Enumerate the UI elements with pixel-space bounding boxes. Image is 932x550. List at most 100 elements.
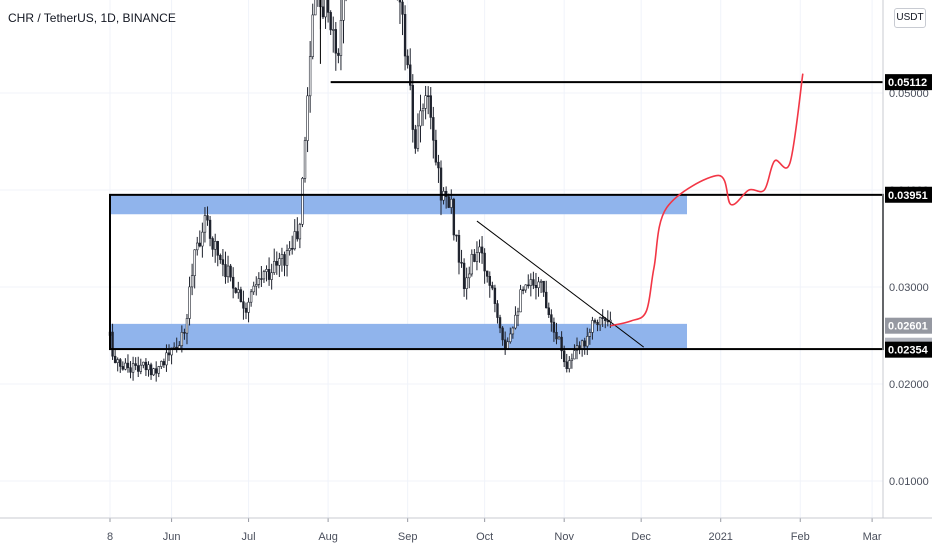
candle bbox=[170, 347, 173, 365]
candle-body bbox=[144, 361, 148, 371]
candle-body bbox=[424, 95, 427, 109]
candle bbox=[193, 249, 196, 289]
candle-body bbox=[301, 177, 304, 225]
y-tick-label: 0.05000 bbox=[889, 88, 929, 100]
candle bbox=[290, 235, 294, 255]
candle-body bbox=[519, 289, 522, 313]
candle bbox=[224, 251, 227, 284]
candle-body bbox=[221, 259, 225, 265]
candle-body bbox=[555, 331, 558, 340]
candle bbox=[234, 287, 237, 294]
candle bbox=[306, 87, 309, 153]
price-label-text: 0.02601 bbox=[888, 321, 928, 333]
candle-body bbox=[314, 0, 317, 16]
candle-body bbox=[249, 291, 253, 303]
candle-body bbox=[244, 307, 248, 313]
candle bbox=[488, 271, 491, 298]
candle-body bbox=[516, 311, 520, 316]
candle-body bbox=[532, 279, 535, 286]
candle-body bbox=[488, 276, 491, 286]
candle bbox=[552, 317, 556, 342]
candle bbox=[185, 313, 189, 345]
candle-body bbox=[596, 321, 599, 326]
candle bbox=[152, 367, 155, 377]
candle-body bbox=[429, 95, 432, 118]
candle-body bbox=[321, 6, 325, 18]
candle-body bbox=[193, 249, 196, 276]
candle bbox=[511, 326, 515, 339]
candle-body bbox=[332, 29, 335, 31]
candle-body bbox=[326, 0, 330, 13]
candle-body bbox=[329, 12, 332, 31]
candle bbox=[534, 272, 538, 300]
currency-button[interactable]: USDT bbox=[894, 8, 926, 28]
candle bbox=[468, 266, 471, 289]
candle-body bbox=[285, 250, 289, 266]
price-label: 0.05112 bbox=[885, 74, 932, 91]
candle-body bbox=[552, 321, 556, 333]
candle-body bbox=[219, 254, 222, 260]
candle-body bbox=[573, 350, 576, 360]
candle-body bbox=[591, 320, 594, 333]
candle bbox=[345, 0, 347, 2]
candle bbox=[124, 358, 127, 371]
candle-body bbox=[167, 352, 171, 356]
candle bbox=[285, 244, 289, 277]
candle-body bbox=[493, 287, 497, 304]
candle-body bbox=[547, 307, 550, 315]
candle-body bbox=[434, 139, 438, 163]
candle-body bbox=[447, 196, 450, 208]
candle bbox=[527, 274, 530, 289]
candle-body bbox=[601, 317, 604, 319]
candle-body bbox=[460, 261, 463, 264]
candle bbox=[406, 49, 409, 69]
candle bbox=[414, 124, 417, 154]
candle-body bbox=[550, 314, 553, 323]
candle bbox=[206, 206, 209, 226]
candle-body bbox=[147, 364, 150, 371]
candle-body bbox=[545, 291, 548, 309]
candle bbox=[601, 309, 604, 328]
candle bbox=[545, 280, 548, 309]
candle-body bbox=[180, 332, 184, 347]
candle-body bbox=[142, 361, 145, 366]
candle-body bbox=[337, 52, 340, 56]
candle bbox=[157, 365, 160, 378]
candle-body bbox=[475, 252, 479, 262]
candle bbox=[560, 331, 563, 360]
candle-body bbox=[124, 362, 127, 370]
candle-body bbox=[501, 327, 504, 341]
candle-body bbox=[149, 364, 153, 376]
x-tick-label: 8 bbox=[107, 531, 113, 543]
candle-body bbox=[583, 340, 586, 347]
price-label: 0.03951 bbox=[885, 186, 932, 203]
candle-body bbox=[267, 269, 271, 280]
candle bbox=[452, 197, 456, 241]
candle bbox=[113, 349, 117, 364]
descending-trendline bbox=[476, 220, 645, 348]
candle bbox=[311, 3, 314, 60]
candle-body bbox=[162, 361, 166, 366]
price-label-text: 0.05112 bbox=[888, 77, 927, 89]
candle-body bbox=[247, 301, 250, 313]
candle-body bbox=[298, 224, 302, 240]
candle bbox=[460, 249, 463, 268]
candle bbox=[252, 281, 255, 295]
candle bbox=[203, 207, 207, 243]
candle-body bbox=[275, 261, 278, 266]
candle bbox=[301, 176, 304, 228]
candle bbox=[470, 249, 474, 277]
candle bbox=[273, 248, 276, 275]
candle bbox=[583, 337, 586, 355]
candle bbox=[480, 236, 484, 264]
candle-body bbox=[131, 363, 135, 373]
candle bbox=[116, 357, 119, 372]
candle bbox=[447, 193, 450, 209]
candle-body bbox=[137, 365, 140, 372]
candle-body bbox=[278, 258, 281, 266]
candle bbox=[229, 263, 232, 282]
candle bbox=[111, 323, 114, 360]
candle bbox=[439, 160, 443, 216]
candle bbox=[326, 0, 330, 23]
